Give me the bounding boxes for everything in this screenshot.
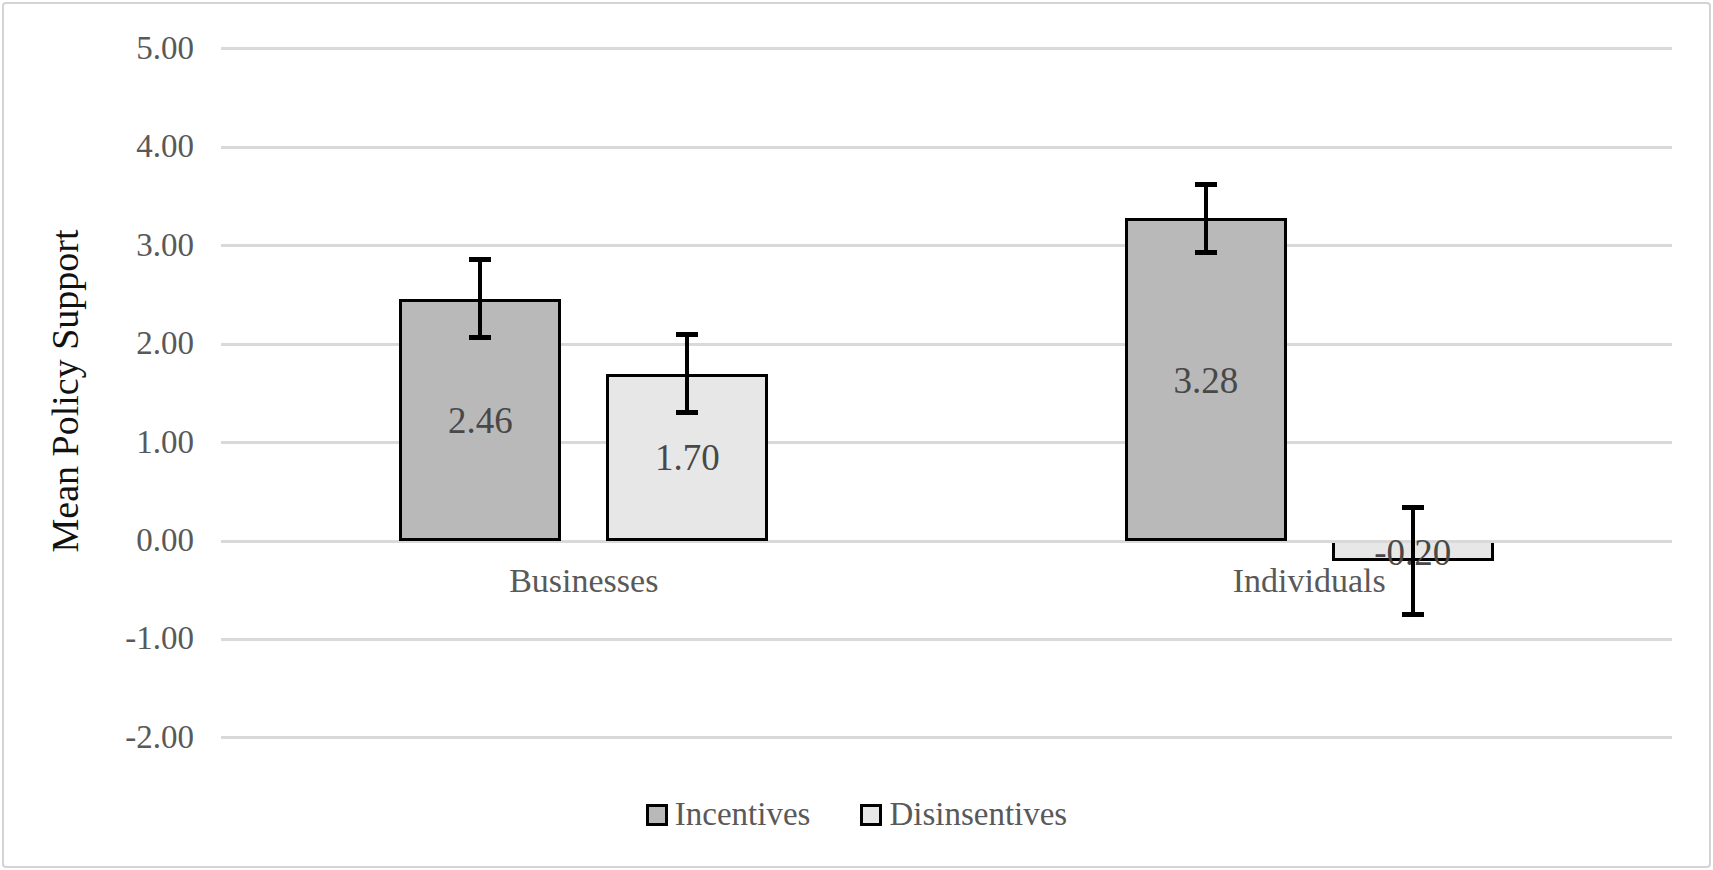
- y-axis-title: Mean Policy Support: [43, 230, 87, 553]
- y-tick-label: 4.00: [24, 128, 194, 165]
- x-category-label-individuals: Individuals: [1099, 562, 1519, 600]
- gridline: [221, 244, 1672, 247]
- gridline: [221, 736, 1672, 739]
- bar-value-label-businesses-disinsentives: 1.70: [655, 436, 720, 479]
- y-tick-label: -1.00: [24, 620, 194, 657]
- error-bar-cap-bottom: [469, 335, 491, 340]
- legend-label-disinsentives: Disinsentives: [889, 796, 1067, 833]
- bar-value-label-businesses-incentives: 2.46: [448, 398, 513, 441]
- chart-figure: 5.004.003.002.001.000.00-1.00-2.00 Mean …: [2, 2, 1711, 868]
- error-bar-businesses-incentives: [478, 259, 482, 338]
- error-bar-cap-top: [1402, 505, 1424, 510]
- legend-swatch-disinsentives: [860, 804, 882, 826]
- y-tick-label: 5.00: [24, 30, 194, 67]
- x-category-label-businesses: Businesses: [374, 562, 794, 600]
- error-bar-cap-top: [469, 257, 491, 262]
- error-bar-cap-bottom: [676, 410, 698, 415]
- bar-value-label-individuals-incentives: 3.28: [1173, 358, 1238, 401]
- y-tick-label: -2.00: [24, 719, 194, 756]
- gridline: [221, 638, 1672, 641]
- error-bar-individuals-incentives: [1204, 184, 1208, 253]
- legend-label-incentives: Incentives: [675, 796, 811, 833]
- gridline: [221, 47, 1672, 50]
- legend-item-disinsentives: Disinsentives: [860, 796, 1067, 833]
- gridline: [221, 146, 1672, 149]
- error-bar-businesses-disinsentives: [685, 334, 689, 413]
- legend-item-incentives: Incentives: [646, 796, 811, 833]
- error-bar-cap-bottom: [1402, 612, 1424, 617]
- plot-area: 5.004.003.002.001.000.00-1.00-2.00 Mean …: [4, 4, 1709, 866]
- error-bar-cap-top: [1195, 182, 1217, 187]
- error-bar-cap-top: [676, 332, 698, 337]
- error-bar-cap-bottom: [1195, 250, 1217, 255]
- legend-swatch-incentives: [646, 804, 668, 826]
- legend: Incentives Disinsentives: [4, 796, 1709, 833]
